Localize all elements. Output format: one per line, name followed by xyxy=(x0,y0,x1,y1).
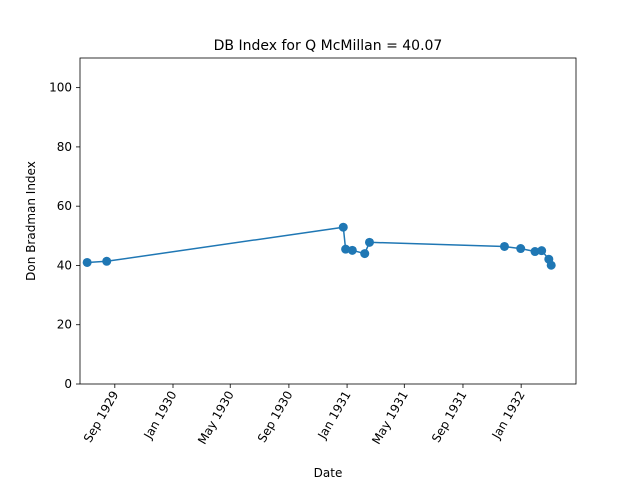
chart-title: DB Index for Q McMillan = 40.07 xyxy=(214,38,443,54)
y-tick-label: 80 xyxy=(57,140,72,154)
data-point xyxy=(537,246,547,256)
data-point xyxy=(364,237,374,247)
y-tick-label: 100 xyxy=(49,81,72,95)
y-tick-label: 0 xyxy=(64,377,72,391)
y-axis-label: Don Bradman Index xyxy=(24,161,38,281)
data-point xyxy=(530,247,540,257)
data-point xyxy=(546,260,556,270)
y-tick-label: 40 xyxy=(57,258,72,272)
data-point xyxy=(360,249,370,259)
data-point xyxy=(341,244,351,254)
data-point xyxy=(347,245,357,255)
data-point xyxy=(102,256,112,266)
data-point xyxy=(338,222,348,232)
y-tick-label: 60 xyxy=(57,199,72,213)
data-point xyxy=(82,257,92,267)
y-tick-label: 20 xyxy=(57,318,72,332)
x-axis-label: Date xyxy=(314,466,343,480)
axes-frame xyxy=(79,57,577,385)
data-point xyxy=(499,241,509,251)
data-point xyxy=(516,244,526,254)
